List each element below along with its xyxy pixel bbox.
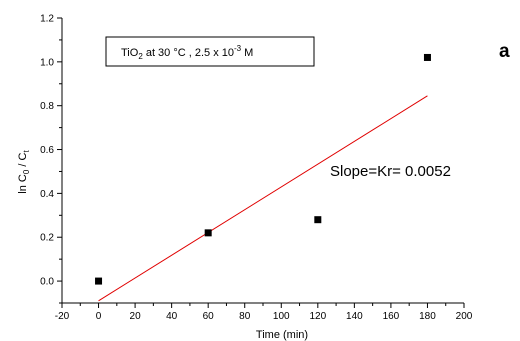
y-axis-label: ln C0 / Ct <box>17 150 31 194</box>
legend-t1-sub: 2 <box>138 52 143 61</box>
y-tick-label: 1.2 <box>40 14 54 25</box>
x-tick-label: 0 <box>96 311 102 322</box>
y-tick-label: 0.6 <box>40 145 54 156</box>
y-tick-label: 0.4 <box>40 189 54 200</box>
y-tick-label: 0.2 <box>40 233 54 244</box>
x-tick-label: 200 <box>456 311 473 322</box>
legend-t3: M <box>241 47 253 59</box>
data-points <box>95 53 431 285</box>
legend-box: TiO2 at 30 °C , 2.5 x 10-3 M <box>105 36 315 67</box>
x-tick-label: 60 <box>203 311 215 322</box>
legend-box-text: TiO2 at 30 °C , 2.5 x 10-3 M <box>121 44 253 61</box>
y-tick-label: 0.8 <box>40 101 54 112</box>
data-point <box>204 229 212 237</box>
y-tick-label: 0.0 <box>40 277 54 288</box>
tick-marks <box>57 17 465 308</box>
slope-annotation: Slope=Kr= 0.0052 <box>330 163 451 180</box>
legend-t2: at 30 °C , 2.5 x 10 <box>143 47 234 59</box>
tick-labels: -20 0 20 40 60 80 100 120 140 160 180 200 0.0 0.2 0.4 0… <box>40 14 473 323</box>
legend-t1: TiO <box>121 47 139 59</box>
y-label-sub1: t <box>22 150 31 153</box>
x-tick-label: 180 <box>419 311 436 322</box>
fit-line <box>98 95 428 302</box>
data-point <box>314 216 322 224</box>
legend-box-frame <box>105 36 315 67</box>
x-axis-label: Time (min) <box>256 329 308 341</box>
data-point <box>95 277 103 285</box>
x-tick-label: 20 <box>130 311 142 322</box>
x-tick-label: 160 <box>383 311 400 322</box>
data-point <box>423 53 431 61</box>
x-tick-label: 120 <box>309 311 326 322</box>
y-label-main: ln C <box>17 174 29 194</box>
x-tick-label: 100 <box>273 311 290 322</box>
y-tick-label: 1.0 <box>40 57 54 68</box>
x-tick-label: 40 <box>166 311 178 322</box>
panel-letter: a <box>499 41 510 62</box>
y-label-sub0: 0 <box>22 169 31 174</box>
y-label-mid: / C <box>17 153 29 170</box>
x-tick-label: 140 <box>346 311 363 322</box>
x-tick-label: -20 <box>55 311 70 322</box>
x-tick-label: 80 <box>239 311 251 322</box>
legend-t2-sup: -3 <box>234 44 242 53</box>
